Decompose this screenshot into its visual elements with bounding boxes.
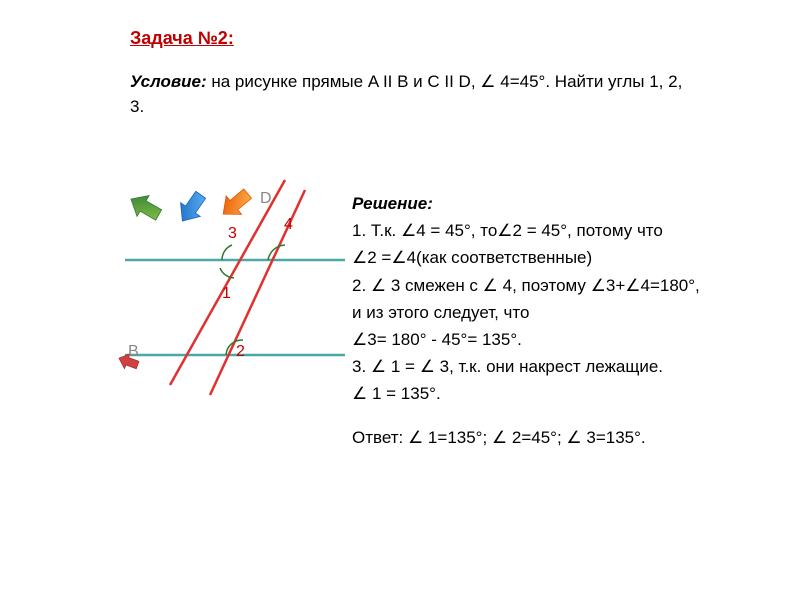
solution-line-5: ∠3= 180° - 45°= 135°. (352, 326, 782, 353)
condition-text-1: на рисунке прямые A II B и C II D, (207, 72, 481, 91)
solution-line-6: 3. ∠ 1 = ∠ 3, т.к. они накрест лежащие. (352, 353, 782, 380)
blue-arrow-icon (173, 188, 211, 228)
green-arrow-icon (125, 189, 165, 226)
angle-label-4: 4 (284, 216, 293, 234)
solution-line-4: и из этого следует, что (352, 299, 782, 326)
solution-answer: Ответ: ∠ 1=135°; ∠ 2=45°; ∠ 3=135°. (352, 424, 782, 451)
solution-label: Решение: (352, 190, 782, 217)
task-title: Задача №2: (130, 28, 234, 49)
angle-label-1: 1 (222, 285, 231, 303)
angle-label-3: 3 (228, 225, 237, 243)
label-B: B (128, 343, 139, 361)
diagram-svg (110, 175, 360, 405)
solution-line-1: 1. Т.к. ∠4 = 45°, то∠2 = 45°, потому что (352, 217, 782, 244)
condition-label: Условие: (130, 72, 207, 91)
geometry-diagram: D B 1 2 3 4 (110, 175, 360, 405)
solution-line-2: ∠2 =∠4(как соответственные) (352, 244, 782, 271)
angle-label-2: 2 (236, 343, 245, 361)
solution-line-7: ∠ 1 = 135°. (352, 380, 782, 407)
condition-angle: ∠ (480, 72, 495, 91)
solution-line-3: 2. ∠ 3 смежен с ∠ 4, поэтому ∠3+∠4=180°, (352, 272, 782, 299)
solution-block: Решение: 1. Т.к. ∠4 = 45°, то∠2 = 45°, п… (352, 190, 782, 451)
orange-arrow-icon (215, 184, 255, 223)
label-D: D (260, 190, 272, 208)
condition-block: Условие: на рисунке прямые A II B и C II… (130, 70, 690, 119)
